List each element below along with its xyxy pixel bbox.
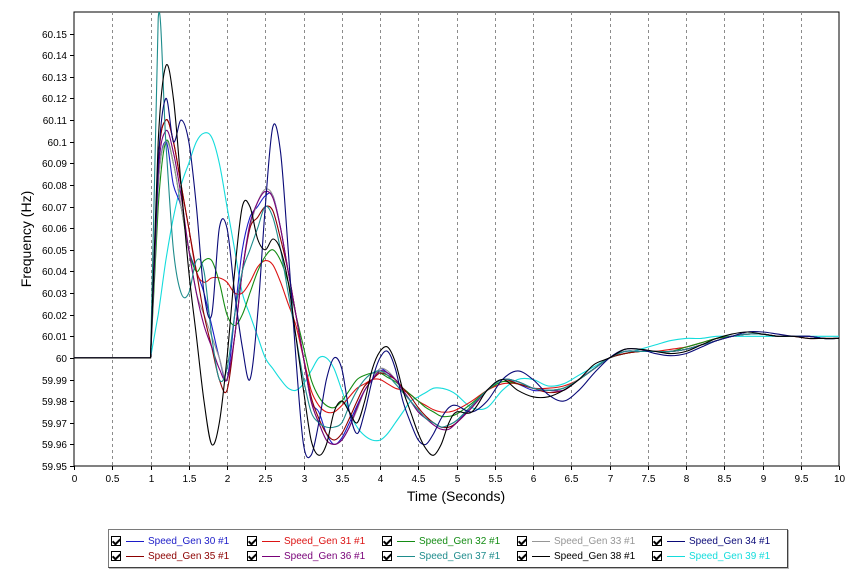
series-line-speed-gen-39-1 bbox=[74, 132, 839, 442]
x-tick-label: 3 bbox=[302, 474, 308, 485]
legend-checkbox[interactable] bbox=[111, 536, 121, 546]
y-tick-label: 60.08 bbox=[42, 181, 67, 192]
x-axis-title: Time (Seconds) bbox=[407, 488, 505, 504]
legend-item[interactable]: Speed_Gen 39 #1 bbox=[652, 549, 770, 563]
legend-label: Speed_Gen 33 #1 bbox=[554, 535, 636, 547]
x-tick-label: 6 bbox=[531, 474, 537, 485]
legend-item[interactable]: Speed_Gen 30 #1 bbox=[111, 534, 229, 548]
legend-checkbox[interactable] bbox=[382, 551, 392, 561]
chart-legend: Speed_Gen 30 #1 Speed_Gen 31 #1 Speed_Gen … bbox=[108, 529, 788, 568]
legend-checkbox[interactable] bbox=[111, 551, 121, 561]
legend-swatch bbox=[667, 555, 685, 557]
legend-checkbox[interactable] bbox=[247, 551, 257, 561]
legend-checkbox[interactable] bbox=[517, 551, 527, 561]
series-line-speed-gen-37-1 bbox=[74, 12, 839, 429]
series-line-speed-gen-31-1 bbox=[74, 119, 839, 414]
x-tick-label: 1.5 bbox=[183, 474, 197, 485]
x-tick-label: 10 bbox=[834, 474, 846, 485]
y-tick-label: 60.04 bbox=[42, 267, 67, 278]
plot-area bbox=[73, 11, 840, 467]
y-tick-label: 60.1 bbox=[48, 138, 68, 149]
y-tick-label: 60 bbox=[56, 354, 68, 365]
y-tick-label: 59.97 bbox=[42, 419, 67, 430]
legend-swatch bbox=[262, 555, 280, 557]
y-tick-label: 60.03 bbox=[42, 289, 67, 300]
legend-item[interactable]: Speed_Gen 31 #1 bbox=[247, 534, 365, 548]
y-tick-label: 60.05 bbox=[42, 246, 67, 257]
legend-item[interactable]: Speed_Gen 38 #1 bbox=[517, 549, 635, 563]
x-tick-label: 8 bbox=[684, 474, 690, 485]
x-tick-label: 1 bbox=[149, 474, 155, 485]
legend-swatch bbox=[532, 540, 550, 542]
legend-item[interactable]: Speed_Gen 35 #1 bbox=[111, 549, 229, 563]
x-tick-label: 0.5 bbox=[106, 474, 120, 485]
x-tick-label: 6.5 bbox=[565, 474, 579, 485]
legend-checkbox[interactable] bbox=[517, 536, 527, 546]
legend-item[interactable]: Speed_Gen 33 #1 bbox=[517, 534, 635, 548]
y-tick-label: 60.13 bbox=[42, 73, 67, 84]
x-tick-label: 4.5 bbox=[412, 474, 426, 485]
legend-swatch bbox=[262, 540, 280, 542]
y-tick-label: 59.95 bbox=[42, 462, 67, 473]
series-line-speed-gen-34-1 bbox=[74, 97, 839, 459]
series-line-speed-gen-38-1 bbox=[74, 63, 839, 456]
y-tick-label: 60.02 bbox=[42, 311, 67, 322]
legend-label: Speed_Gen 39 #1 bbox=[689, 550, 771, 562]
y-tick-label: 59.98 bbox=[42, 397, 67, 408]
legend-item[interactable]: Speed_Gen 37 #1 bbox=[382, 549, 500, 563]
x-tick-label: 8.5 bbox=[718, 474, 732, 485]
legend-label: Speed_Gen 37 #1 bbox=[419, 550, 501, 562]
x-tick-label: 3.5 bbox=[336, 474, 350, 485]
series-lines bbox=[74, 12, 839, 459]
x-tick-label: 4 bbox=[378, 474, 384, 485]
legend-label: Speed_Gen 38 #1 bbox=[554, 550, 636, 562]
x-tick-label: 2.5 bbox=[259, 474, 273, 485]
legend-label: Speed_Gen 35 #1 bbox=[148, 550, 230, 562]
legend-checkbox[interactable] bbox=[247, 536, 257, 546]
y-tick-label: 60.14 bbox=[42, 51, 67, 62]
legend-swatch bbox=[397, 540, 415, 542]
y-tick-label: 59.99 bbox=[42, 376, 67, 387]
legend-swatch bbox=[667, 540, 685, 542]
x-tick-label: 5.5 bbox=[489, 474, 503, 485]
y-tick-label: 60.01 bbox=[42, 332, 67, 343]
legend-label: Speed_Gen 36 #1 bbox=[284, 550, 366, 562]
legend-item[interactable]: Speed_Gen 34 #1 bbox=[652, 534, 770, 548]
y-tick-label: 59.96 bbox=[42, 440, 67, 451]
y-tick-label: 60.09 bbox=[42, 159, 67, 170]
legend-label: Speed_Gen 32 #1 bbox=[419, 535, 501, 547]
y-tick-label: 60.07 bbox=[42, 203, 67, 214]
legend-item[interactable]: Speed_Gen 36 #1 bbox=[247, 549, 365, 563]
legend-label: Speed_Gen 31 #1 bbox=[284, 535, 366, 547]
legend-checkbox[interactable] bbox=[652, 536, 662, 546]
y-tick-label: 60.12 bbox=[42, 94, 67, 105]
x-tick-label: 7 bbox=[608, 474, 614, 485]
y-axis-title: Frequency (Hz) bbox=[18, 191, 34, 287]
y-tick-label: 60.11 bbox=[43, 116, 68, 127]
legend-swatch bbox=[126, 555, 144, 557]
x-tick-label: 9.5 bbox=[795, 474, 809, 485]
x-axis-ticks: 0 0.5 1 1.5 2 2.5 3 3.5 4 4.5 5 5.5 6 6.5 7 7.5 8 8.5 9 9.5… bbox=[72, 466, 846, 485]
legend-swatch bbox=[126, 540, 144, 542]
legend-item[interactable]: Speed_Gen 32 #1 bbox=[382, 534, 500, 548]
legend-swatch bbox=[397, 555, 415, 557]
x-tick-label: 9 bbox=[761, 474, 767, 485]
legend-checkbox[interactable] bbox=[382, 536, 392, 546]
legend-label: Speed_Gen 30 #1 bbox=[148, 535, 230, 547]
x-tick-label: 5 bbox=[455, 474, 461, 485]
legend-swatch bbox=[532, 555, 550, 557]
x-tick-label: 2 bbox=[225, 474, 231, 485]
y-axis-ticks: 59.95 59.96 59.97 59.98 59.99 60 60.01 60.02 60.… bbox=[42, 30, 74, 473]
x-tick-label: 7.5 bbox=[642, 474, 656, 485]
y-tick-label: 60.15 bbox=[42, 30, 67, 41]
legend-checkbox[interactable] bbox=[652, 551, 662, 561]
x-tick-label: 0 bbox=[72, 474, 78, 485]
y-tick-label: 60.06 bbox=[42, 224, 67, 235]
legend-label: Speed_Gen 34 #1 bbox=[689, 535, 771, 547]
